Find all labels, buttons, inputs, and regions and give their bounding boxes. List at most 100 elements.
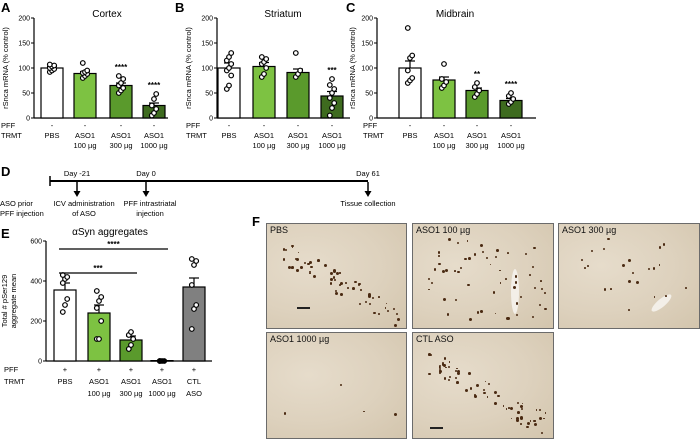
panel-letter-d: D bbox=[1, 164, 10, 179]
aggregate-mark bbox=[294, 257, 297, 261]
row-label-pff: PFF bbox=[4, 365, 19, 374]
category-label: ASO1 bbox=[467, 131, 487, 140]
aggregate-mark bbox=[282, 258, 286, 261]
aggregate-mark bbox=[468, 257, 472, 260]
data-point bbox=[188, 326, 195, 332]
aggregate-mark bbox=[497, 394, 500, 398]
aggregate-mark bbox=[544, 307, 548, 311]
aggregate-mark bbox=[662, 243, 665, 246]
aggregate-mark bbox=[442, 269, 446, 273]
y-tick-label: 150 bbox=[18, 41, 30, 48]
category-label: ASO1 bbox=[111, 131, 131, 140]
aggregate-mark bbox=[378, 312, 381, 315]
data-point bbox=[128, 342, 134, 348]
aggregate-mark bbox=[464, 388, 469, 393]
aggregate-mark bbox=[385, 302, 388, 305]
aggregate-mark bbox=[479, 310, 483, 314]
aggregate-mark bbox=[627, 308, 630, 311]
aggregate-mark bbox=[359, 288, 362, 291]
aggregate-mark bbox=[533, 423, 538, 427]
category-dose-label: 300 µg bbox=[465, 141, 488, 150]
aggregate-mark bbox=[431, 282, 434, 285]
histology-label: ASO1 1000 µg bbox=[270, 334, 330, 344]
aggregate-mark bbox=[309, 270, 312, 273]
data-point bbox=[228, 61, 235, 67]
aggregate-mark bbox=[333, 269, 337, 273]
aggregate-mark bbox=[659, 246, 662, 249]
aggregate-mark bbox=[447, 365, 450, 368]
category-label: ASO1 bbox=[152, 377, 172, 386]
aggregate-mark bbox=[447, 378, 451, 382]
aggregate-mark bbox=[460, 266, 463, 269]
aggregate-mark bbox=[603, 288, 607, 291]
aggregate-mark bbox=[284, 248, 287, 251]
aggregate-mark bbox=[447, 238, 451, 242]
aggregate-mark bbox=[368, 302, 372, 306]
data-point bbox=[128, 329, 134, 335]
aggregate-mark bbox=[299, 266, 303, 270]
bar bbox=[40, 67, 64, 119]
data-point bbox=[188, 282, 195, 288]
aggregate-mark bbox=[438, 366, 441, 368]
data-point bbox=[96, 336, 102, 342]
aggregate-mark bbox=[428, 372, 432, 376]
data-point bbox=[153, 106, 160, 112]
category-label: PBS bbox=[221, 131, 236, 140]
pff-value: - bbox=[297, 121, 300, 130]
aggregate-mark bbox=[373, 311, 376, 315]
aggregate-mark bbox=[351, 287, 355, 291]
data-point bbox=[331, 100, 338, 106]
timeline-arrow-head bbox=[364, 191, 372, 197]
y-axis-label: aggregate mean bbox=[9, 274, 18, 329]
aggregate-mark bbox=[396, 312, 399, 315]
pff-value: - bbox=[228, 121, 231, 130]
aggregate-mark bbox=[329, 272, 333, 276]
aggregate-mark bbox=[310, 265, 313, 268]
aggregate-mark bbox=[529, 420, 532, 422]
histology-label: ASO1 100 µg bbox=[416, 225, 471, 235]
aggregate-mark bbox=[332, 276, 336, 279]
chart-title: αSyn aggregates bbox=[72, 227, 148, 238]
aggregate-mark bbox=[457, 369, 461, 374]
data-point bbox=[326, 82, 333, 88]
data-point bbox=[404, 25, 411, 31]
category-dose-label: ASO bbox=[186, 389, 202, 398]
data-point bbox=[93, 305, 100, 311]
aggregate-mark bbox=[457, 371, 461, 375]
aggregate-mark bbox=[482, 389, 486, 392]
aggregate-mark bbox=[505, 278, 507, 280]
data-point bbox=[409, 75, 416, 81]
aggregate-mark bbox=[455, 298, 458, 301]
aggregate-mark bbox=[502, 405, 505, 408]
aggregate-mark bbox=[627, 280, 631, 284]
aggregate-mark bbox=[474, 395, 478, 399]
data-point bbox=[331, 86, 338, 92]
category-dose-label: 1000 µg bbox=[497, 141, 524, 150]
aggregate-mark bbox=[544, 412, 547, 414]
panel-letter-b: B bbox=[175, 0, 184, 15]
aggregate-mark bbox=[313, 275, 317, 279]
aggregate-mark bbox=[335, 292, 339, 296]
aggregate-mark bbox=[330, 277, 333, 281]
y-tick-label: 200 bbox=[18, 16, 30, 23]
aggregate-mark bbox=[295, 269, 299, 272]
bar bbox=[182, 286, 206, 362]
timeline-event-label: injection bbox=[136, 209, 164, 218]
aggregate-mark bbox=[338, 271, 341, 274]
aggregate-mark bbox=[439, 372, 441, 375]
data-point bbox=[476, 87, 483, 94]
aggregate-mark bbox=[334, 278, 337, 281]
chart-title: Cortex bbox=[92, 9, 121, 20]
data-point bbox=[130, 336, 137, 342]
aggregate-mark bbox=[371, 296, 374, 300]
panel-letter-a: A bbox=[1, 0, 11, 15]
data-point bbox=[474, 80, 480, 86]
aggregate-mark bbox=[323, 263, 327, 267]
data-point bbox=[79, 60, 86, 66]
aggregate-mark bbox=[336, 271, 340, 275]
aggregate-mark bbox=[454, 370, 457, 373]
aggregate-mark bbox=[510, 417, 513, 420]
